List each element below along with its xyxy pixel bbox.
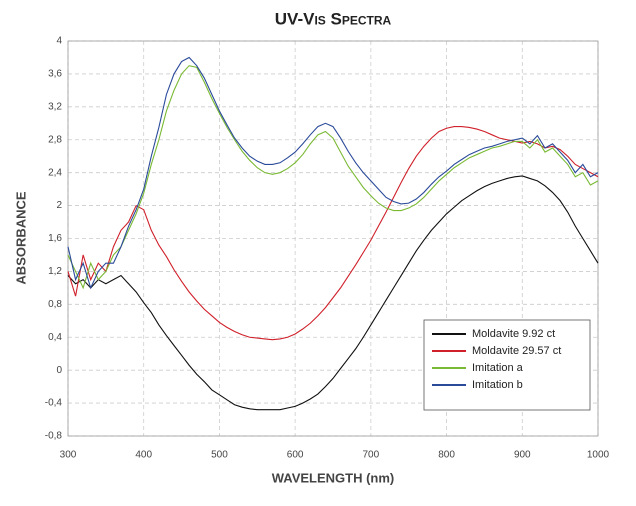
x-tick-label: 1000: [587, 450, 610, 461]
y-tick-label: 1,2: [48, 266, 62, 277]
x-tick-label: 700: [363, 450, 380, 461]
y-tick-label: 0,4: [48, 332, 62, 343]
legend-label: Moldavite 29.57 ct: [472, 345, 561, 357]
chart-title: UV-Vis Spectra: [275, 9, 392, 28]
data-line: [67, 56, 599, 290]
x-tick-label: 500: [211, 450, 228, 461]
y-tick-label: 0,8: [48, 299, 62, 310]
x-tick-label: 600: [287, 450, 304, 461]
y-tick-label: 4: [56, 36, 62, 47]
y-tick-label: 2,8: [48, 134, 62, 145]
y-tick-label: 3,6: [48, 69, 62, 80]
y-tick-label: -0,8: [45, 431, 63, 442]
x-axis-title: WAVELENGTH (nm): [272, 470, 395, 485]
x-tick-label: 300: [60, 450, 77, 461]
x-tick-label: 900: [514, 450, 531, 461]
y-tick-label: -0,4: [45, 398, 63, 409]
y-tick-label: 1,6: [48, 233, 62, 244]
data-line: [67, 175, 599, 411]
legend-label: Imitation a: [472, 362, 524, 374]
y-tick-label: 2: [56, 200, 62, 211]
y-axis-title: ABSORBANCE: [13, 191, 28, 285]
x-tick-label: 800: [438, 450, 455, 461]
legend-label: Imitation b: [472, 379, 523, 391]
y-tick-label: 3,2: [48, 101, 62, 112]
y-tick-label: 0: [56, 365, 62, 376]
data-line: [67, 65, 599, 290]
plot-frame: [67, 40, 599, 437]
y-tick-label: 2,4: [48, 167, 62, 178]
x-tick-label: 400: [135, 450, 152, 461]
legend-label: Moldavite 9.92 ct: [472, 328, 555, 340]
